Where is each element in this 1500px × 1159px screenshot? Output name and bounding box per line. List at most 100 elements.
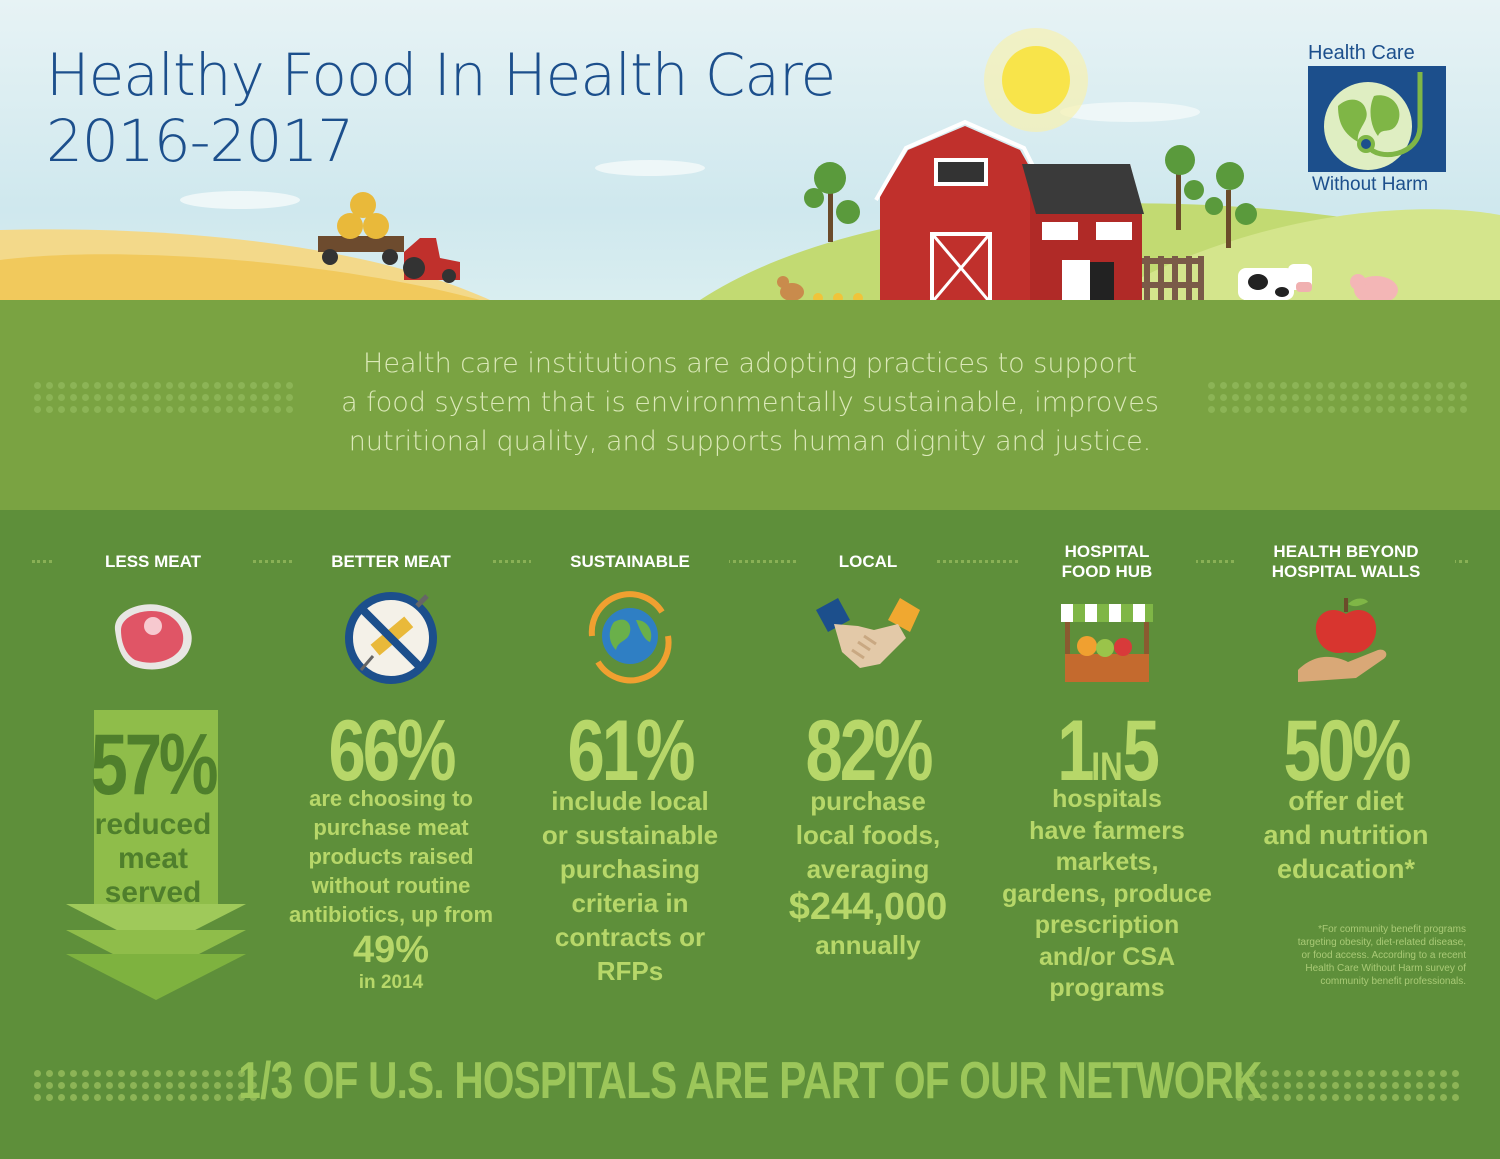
- decorative-dot: [1352, 406, 1359, 413]
- decorative-dot: [274, 406, 281, 413]
- decorative-dot: [82, 1070, 89, 1077]
- heading-line: SUSTAINABLE: [570, 552, 690, 571]
- decorative-dot: [1340, 394, 1347, 401]
- hcwh-logo: Health Care Without Harm: [1308, 42, 1448, 195]
- heading-line: LESS MEAT: [104, 552, 202, 571]
- decorative-dot: [286, 382, 293, 389]
- decorative-dot: [1328, 382, 1335, 389]
- decorative-dot: [1388, 382, 1395, 389]
- footnote-line: community benefit professionals.: [1320, 976, 1466, 987]
- farm-scene: [0, 28, 1500, 314]
- decorative-dot: [1244, 382, 1251, 389]
- decorative-dot: [1412, 406, 1419, 413]
- decorative-dot: [1208, 382, 1215, 389]
- heading-line: FOOD HUB: [1061, 562, 1153, 581]
- decorative-dot: [1328, 406, 1335, 413]
- body-line: education*: [1276, 854, 1416, 884]
- decorative-dot: [1208, 406, 1215, 413]
- decorative-dot: [262, 406, 269, 413]
- decorative-dot: [154, 1070, 161, 1077]
- decorative-dot: [1256, 394, 1263, 401]
- stats-band: [0, 510, 1500, 1159]
- decorative-dot: [82, 406, 89, 413]
- column-beyond-walls: HEALTH BEYOND HOSPITAL WALLS 50% offer d…: [1227, 540, 1465, 884]
- decorative-dot: [1248, 1094, 1255, 1101]
- decorative-dot: [1388, 406, 1395, 413]
- decorative-dot: [1416, 1070, 1423, 1077]
- decorative-dot: [178, 394, 185, 401]
- decorative-dot: [58, 406, 65, 413]
- page-title: Healthy Food In Health Care 2016-2017: [46, 42, 836, 174]
- decorative-dot: [250, 1070, 257, 1077]
- decorative-dot: [238, 1070, 245, 1077]
- heading-divider: [32, 560, 1468, 565]
- decorative-dot: [94, 406, 101, 413]
- decorative-dot: [94, 1094, 101, 1101]
- decorative-dot: [82, 1094, 89, 1101]
- decorative-dot: [1436, 394, 1443, 401]
- decorative-dot: [226, 382, 233, 389]
- stat-description: purchase local foods, averaging $244,000…: [749, 784, 987, 962]
- stat-description: are choosing to purchase meat products r…: [272, 784, 510, 995]
- body-line: purchase: [810, 786, 926, 816]
- decorative-dot: [1296, 1082, 1303, 1089]
- decorative-dot: [1404, 1082, 1411, 1089]
- decorative-dot: [226, 1082, 233, 1089]
- decorative-dot: [262, 382, 269, 389]
- decorative-dot: [1244, 406, 1251, 413]
- decorative-dot: [1220, 394, 1227, 401]
- footnote-line: *For community benefit programs: [1318, 924, 1466, 935]
- steak-icon: [114, 604, 192, 670]
- decorative-dot: [58, 1070, 65, 1077]
- decorative-dot: [1392, 1070, 1399, 1077]
- decorative-dot: [1440, 1082, 1447, 1089]
- column-better-meat: BETTER MEAT 66% are choosing to purchase…: [272, 540, 510, 993]
- body-line: meat: [117, 842, 189, 875]
- body-line: offer diet: [1288, 786, 1404, 816]
- column-local: LOCAL 82% purchase local foods, averagin…: [749, 540, 987, 960]
- decorative-dot: [1320, 1094, 1327, 1101]
- decorative-dot: [46, 1082, 53, 1089]
- body-line: programs: [1049, 974, 1165, 1002]
- decorative-dot: [106, 394, 113, 401]
- decorative-dot: [250, 406, 257, 413]
- decorative-dot: [130, 1070, 137, 1077]
- decorative-dot: [1356, 1070, 1363, 1077]
- decorative-dot: [1440, 1070, 1447, 1077]
- decorative-dot: [202, 382, 209, 389]
- decorative-dot: [1460, 394, 1467, 401]
- decorative-dot: [142, 406, 149, 413]
- decorative-dot: [190, 1070, 197, 1077]
- decorative-dot: [1412, 394, 1419, 401]
- decorative-dot: [34, 406, 41, 413]
- stat-description: hospitals have farmers markets, gardens,…: [988, 784, 1226, 1005]
- decorative-dot: [1280, 406, 1287, 413]
- decorative-dot: [1332, 1094, 1339, 1101]
- decorative-dot: [1236, 1070, 1243, 1077]
- decorative-dot: [238, 1082, 245, 1089]
- decorative-dot: [1340, 406, 1347, 413]
- decorative-dot: [142, 1094, 149, 1101]
- decorative-dot: [274, 382, 281, 389]
- decorative-dot: [142, 1082, 149, 1089]
- decorative-dot: [1352, 394, 1359, 401]
- decorative-dot: [1460, 406, 1467, 413]
- heading-line: HOSPITAL WALLS: [1271, 562, 1421, 581]
- decorative-dot: [1220, 406, 1227, 413]
- decorative-dot: [274, 394, 281, 401]
- decorative-dot: [154, 1094, 161, 1101]
- body-line: products raised: [308, 844, 474, 869]
- decorative-dot: [1356, 1094, 1363, 1101]
- body-line: purchase meat: [313, 815, 469, 840]
- column-food-hub: HOSPITAL FOOD HUB 1IN5 hospitals have fa…: [988, 540, 1226, 1002]
- stat-value: 1IN5: [1014, 706, 1200, 812]
- footnote-line: targeting obesity, diet-related disease,: [1297, 937, 1466, 948]
- decorative-dot: [1292, 394, 1299, 401]
- body-line: include local: [551, 786, 709, 816]
- stat-description: offer diet and nutrition education*: [1227, 784, 1465, 886]
- tree-icon: [804, 145, 1257, 248]
- decorative-dot: [214, 406, 221, 413]
- body-line: served: [104, 876, 202, 909]
- decorative-dot: [1296, 1094, 1303, 1101]
